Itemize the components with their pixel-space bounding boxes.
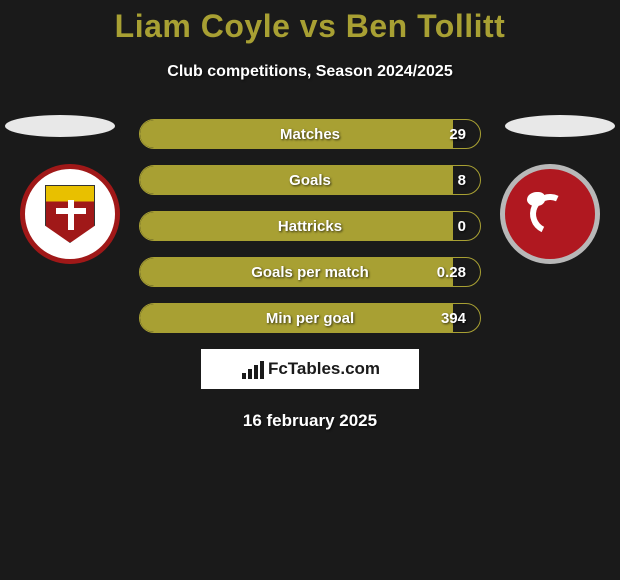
comparison-panel: Matches29 Goals8 Hattricks0 Goals per match… <box>0 119 620 431</box>
stats-list: Matches29 Goals8 Hattricks0 Goals per match… <box>139 119 481 333</box>
stat-row: Goals per match0.28 <box>139 257 481 287</box>
subtitle: Club competitions, Season 2024/2025 <box>0 63 620 81</box>
fctables-logo-icon <box>240 359 264 379</box>
page-title: Liam Coyle vs Ben Tollitt <box>0 0 620 45</box>
snapshot-date: 16 february 2025 <box>0 411 620 431</box>
left-team-badge <box>20 164 120 264</box>
stat-row: Matches29 <box>139 119 481 149</box>
left-player-ellipse <box>5 115 115 137</box>
stat-value: 0.28 <box>437 264 466 281</box>
stat-label: Hattricks <box>140 218 480 235</box>
stat-label: Goals <box>140 172 480 189</box>
brand-attribution: FcTables.com <box>201 349 419 389</box>
stat-label: Matches <box>140 126 480 143</box>
stat-label: Goals per match <box>140 264 480 281</box>
stat-row: Goals8 <box>139 165 481 195</box>
stat-label: Min per goal <box>140 310 480 327</box>
brand-text: FcTables.com <box>268 359 380 379</box>
stat-row: Hattricks0 <box>139 211 481 241</box>
right-player-ellipse <box>505 115 615 137</box>
stat-value: 0 <box>458 218 466 235</box>
right-team-badge <box>500 164 600 264</box>
stat-row: Min per goal394 <box>139 303 481 333</box>
stat-value: 8 <box>458 172 466 189</box>
stat-value: 394 <box>441 310 466 327</box>
stat-value: 29 <box>449 126 466 143</box>
morecambe-shrimp-icon <box>525 192 575 237</box>
